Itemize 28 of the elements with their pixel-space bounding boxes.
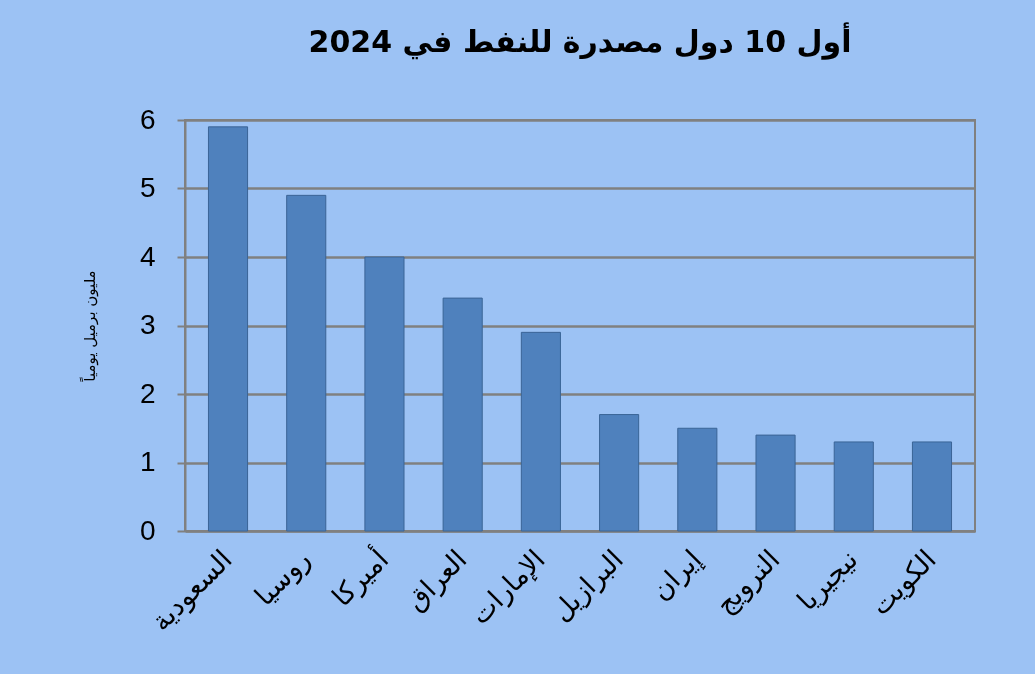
- y-tick-label: 5: [139, 172, 156, 203]
- x-tick-label: إيران: [644, 543, 708, 607]
- x-tick-label: البرازيل: [545, 543, 630, 628]
- y-tick-label: 6: [139, 103, 156, 135]
- bar: [755, 434, 796, 532]
- x-tick-label: العراق: [399, 543, 474, 618]
- y-tick-label: 0: [139, 514, 156, 546]
- x-tick-label: روسيا: [248, 543, 317, 613]
- bar: [833, 441, 874, 532]
- bar: [442, 297, 483, 532]
- y-tick-label: 1: [139, 446, 156, 477]
- x-tick-label: السعودية: [144, 543, 239, 638]
- chart-title: أول 10 دول مصدرة للنفط في 2024: [308, 22, 852, 60]
- x-tick-label: النرويج: [709, 543, 787, 621]
- x-tick-label: الكويت: [864, 543, 943, 622]
- bar: [911, 441, 953, 532]
- bar: [677, 427, 718, 532]
- y-tick-label: 2: [139, 377, 156, 409]
- bar: [364, 256, 405, 532]
- bar: [520, 331, 561, 532]
- bar: [599, 414, 640, 532]
- y-axis-title: مليون برميل يومياً: [78, 270, 99, 383]
- bar: [286, 194, 327, 532]
- bar: [207, 126, 249, 532]
- x-tick-label: نيجيريا: [790, 543, 865, 617]
- x-tick-label: أميركا: [323, 541, 396, 613]
- y-tick-label: 3: [139, 309, 156, 340]
- y-tick-label: 4: [139, 240, 156, 272]
